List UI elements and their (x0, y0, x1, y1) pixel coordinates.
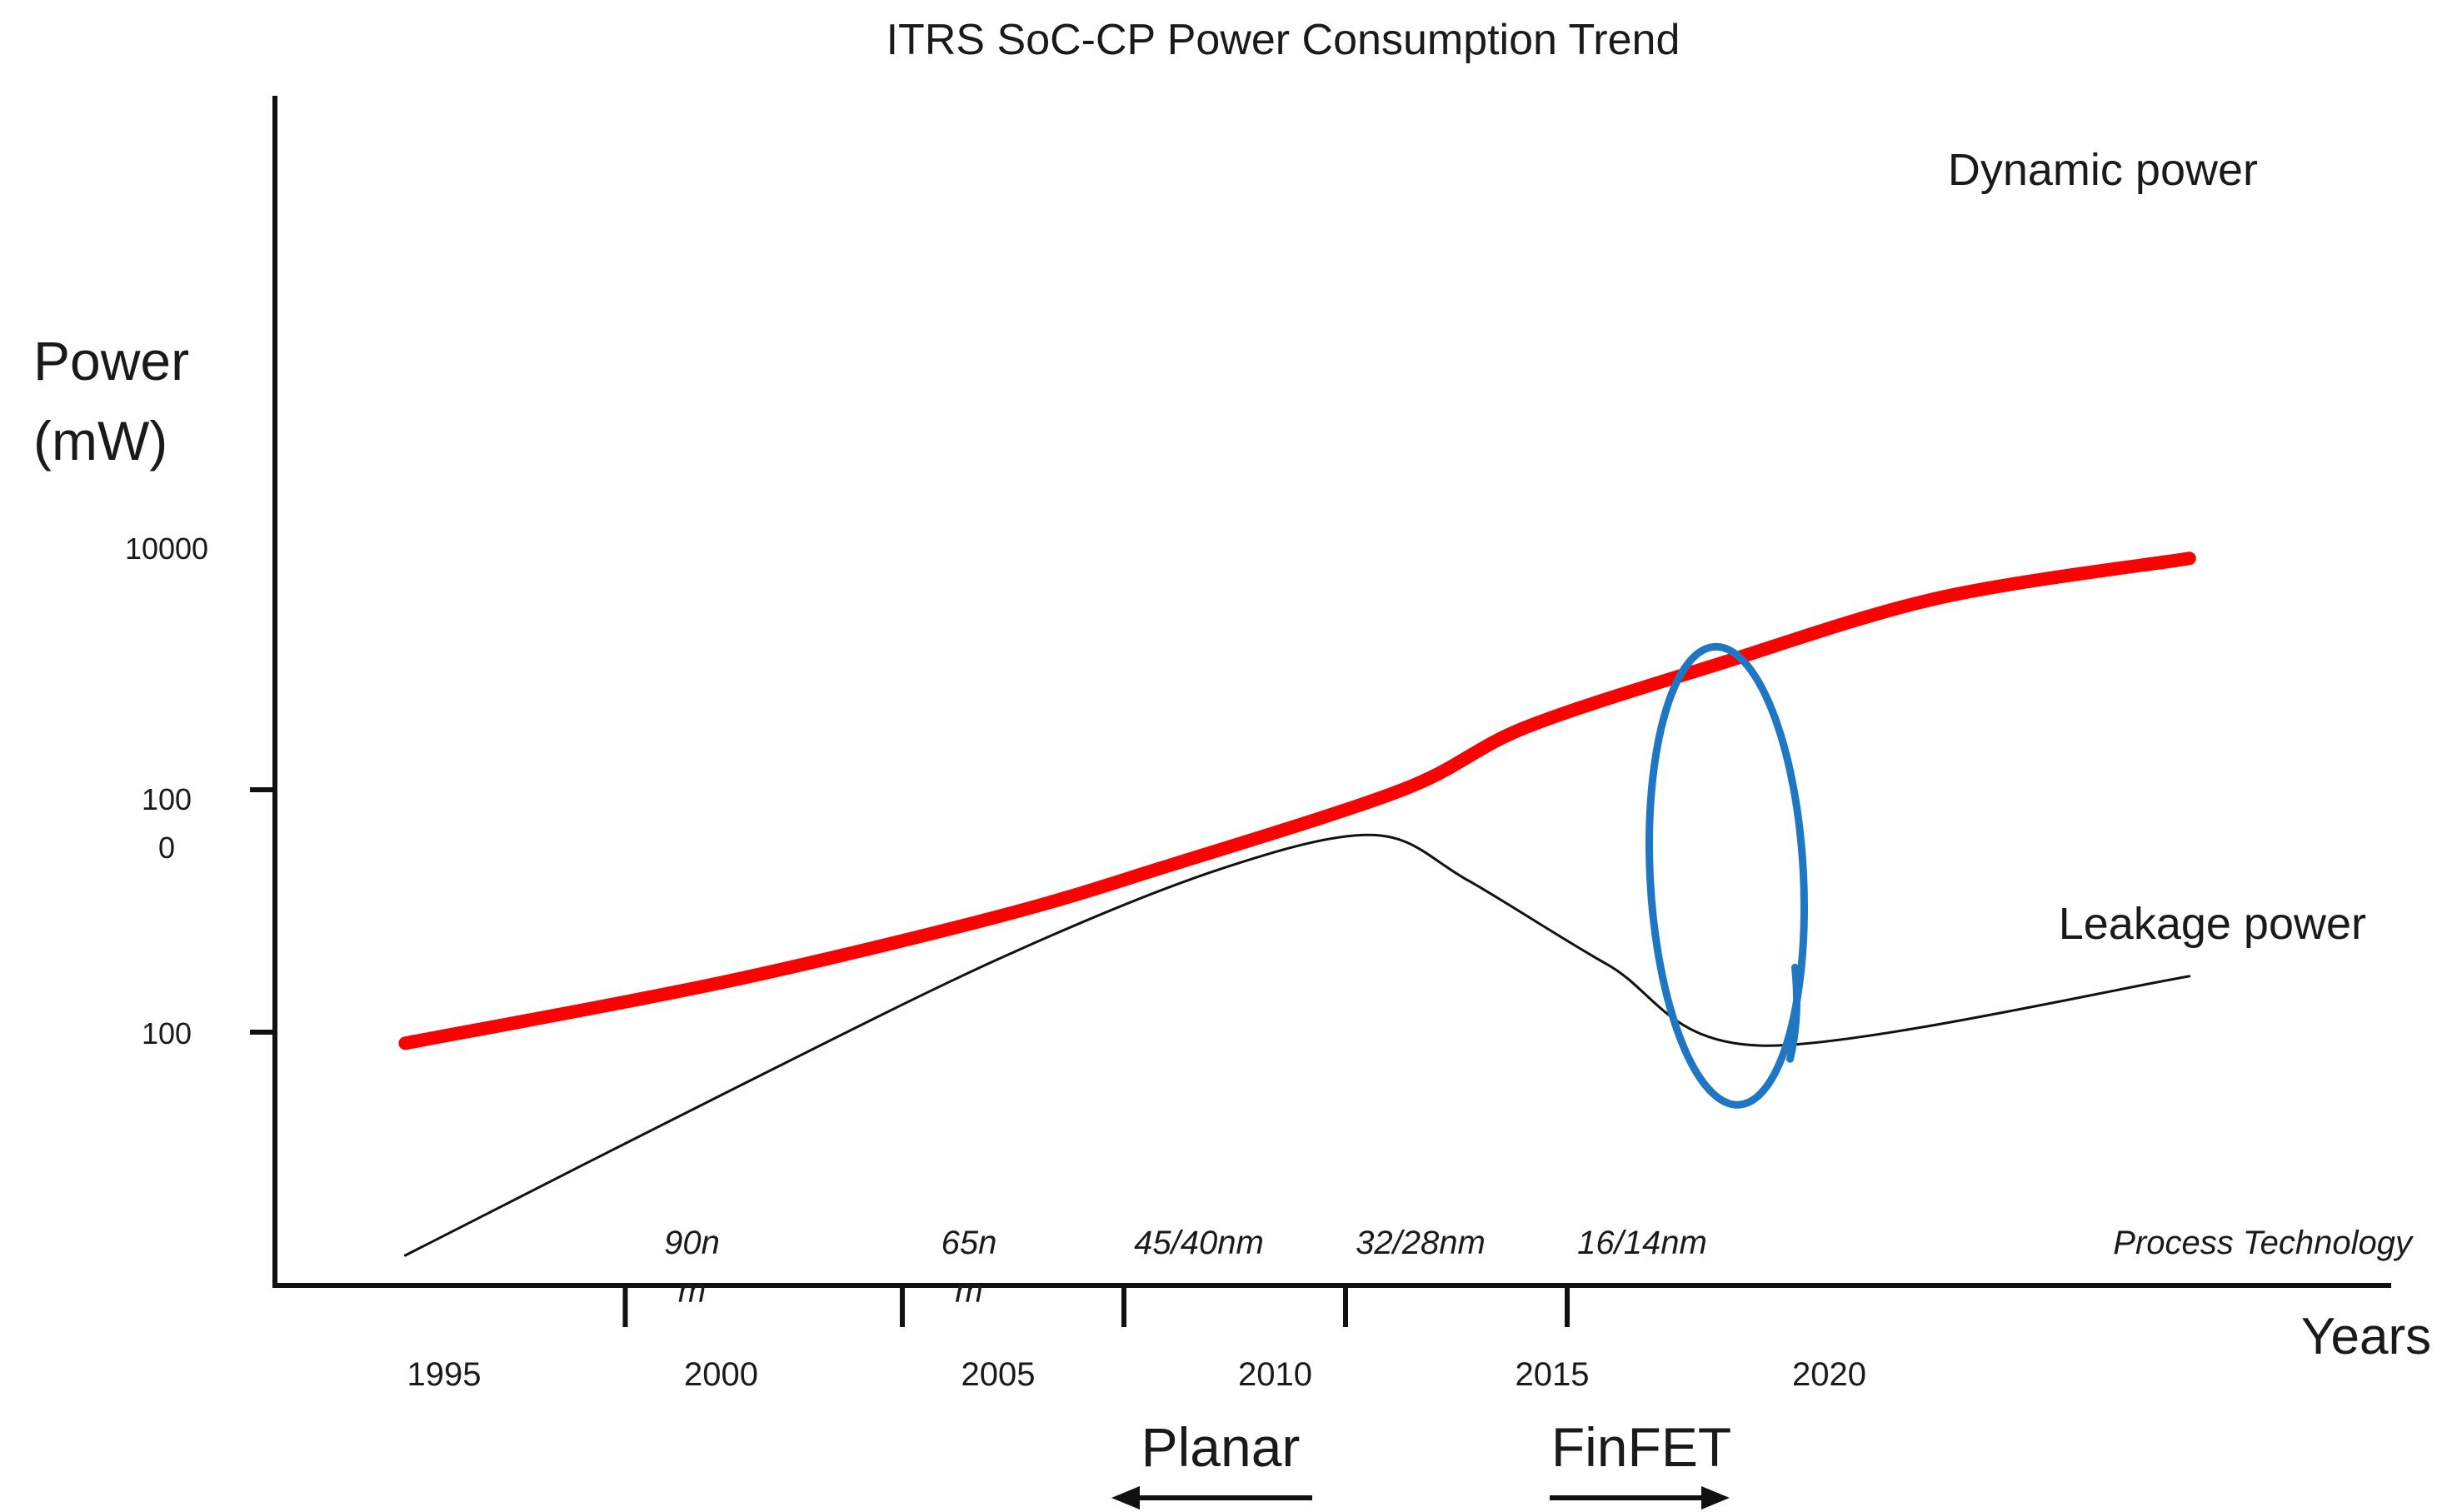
y-tick-label: 10000 (125, 531, 208, 566)
planar-arrow-head (1111, 1486, 1140, 1510)
dynamic-power-line (398, 551, 2196, 1050)
dynamic-power-label: Dynamic power (1948, 145, 2258, 195)
y-axis-label-line2: (mW) (33, 410, 167, 472)
finfet-arrow-head (1701, 1486, 1730, 1510)
x-tick-label: 2010 (1238, 1356, 1312, 1393)
process-node-label: m (678, 1273, 706, 1310)
highlight-ellipse (1645, 642, 1808, 1109)
process-node-label: 65n (941, 1225, 997, 1261)
process-node-label: m (955, 1273, 982, 1310)
leakage-power-line (403, 833, 2191, 1257)
x-axis-label: Years (2301, 1308, 2431, 1365)
y-tick-label: 0 (158, 831, 175, 865)
x-tick-label: 2000 (684, 1356, 758, 1393)
finfet-label: FinFET (1551, 1416, 1731, 1478)
process-technology-label: Process Technology (2113, 1225, 2415, 1261)
chart-title: ITRS SoC-CP Power Consumption Trend (886, 16, 1680, 64)
x-tick-label: 1995 (407, 1356, 482, 1393)
planar-label: Planar (1141, 1416, 1301, 1478)
y-axis-label-line1: Power (33, 330, 189, 392)
x-tick-label: 2015 (1516, 1356, 1590, 1393)
highlight-ellipse-tail (1786, 963, 1800, 1063)
x-tick-label: 2005 (961, 1356, 1036, 1393)
process-node-label: 16/14nm (1577, 1225, 1707, 1261)
y-tick-label: 100 (142, 1016, 192, 1050)
process-node-label: 90n (664, 1225, 720, 1261)
process-node-label: 32/28nm (1356, 1225, 1486, 1261)
y-tick-label: 100 (142, 782, 192, 816)
process-node-label: 45/40nm (1134, 1225, 1264, 1261)
leakage-power-label: Leakage power (2059, 899, 2366, 949)
x-tick-label: 2020 (1792, 1356, 1866, 1393)
